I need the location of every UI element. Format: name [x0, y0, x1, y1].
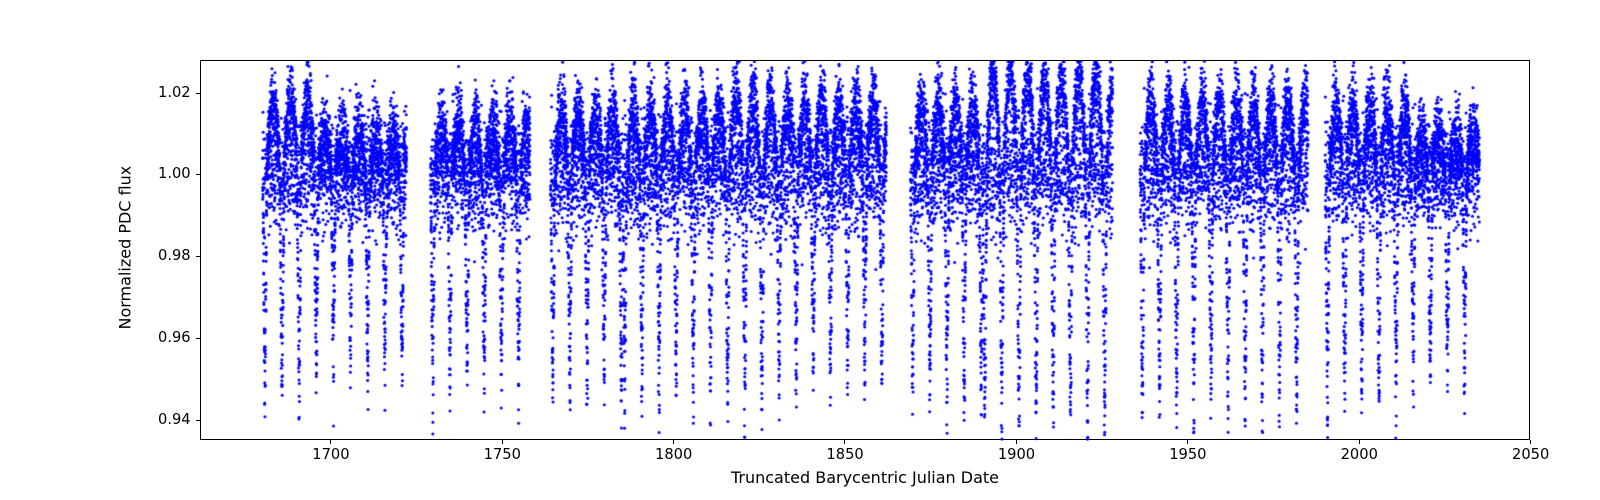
y-tick-mark	[196, 256, 200, 257]
y-tick-mark	[196, 338, 200, 339]
y-tick-mark	[196, 93, 200, 94]
y-tick-label: 1.00	[158, 165, 191, 182]
x-tick-label: 1750	[484, 446, 521, 463]
y-axis-label: Normalized PDC flux	[116, 170, 135, 330]
y-tick-mark	[196, 420, 200, 421]
x-tick-mark	[1187, 440, 1188, 444]
y-tick-mark	[196, 174, 200, 175]
x-tick-mark	[1016, 440, 1017, 444]
x-tick-mark	[1530, 440, 1531, 444]
x-axis-label: Truncated Barycentric Julian Date	[715, 468, 1015, 487]
y-tick-label: 1.02	[158, 84, 191, 101]
scatter-canvas	[201, 61, 1531, 441]
x-tick-label: 2000	[1341, 446, 1378, 463]
y-tick-label: 0.98	[158, 247, 191, 264]
x-tick-label: 1950	[1169, 446, 1206, 463]
x-tick-mark	[1359, 440, 1360, 444]
plot-axes	[200, 60, 1530, 440]
x-tick-label: 1850	[826, 446, 863, 463]
x-tick-label: 1900	[998, 446, 1035, 463]
y-tick-label: 0.96	[158, 329, 191, 346]
x-tick-mark	[673, 440, 674, 444]
x-tick-label: 1700	[312, 446, 349, 463]
x-tick-mark	[502, 440, 503, 444]
figure: Normalized PDC flux Truncated Barycentri…	[0, 0, 1600, 500]
x-tick-label: 1800	[655, 446, 692, 463]
x-tick-label: 2050	[1512, 446, 1549, 463]
y-tick-label: 0.94	[158, 411, 191, 428]
x-tick-mark	[844, 440, 845, 444]
x-tick-mark	[330, 440, 331, 444]
